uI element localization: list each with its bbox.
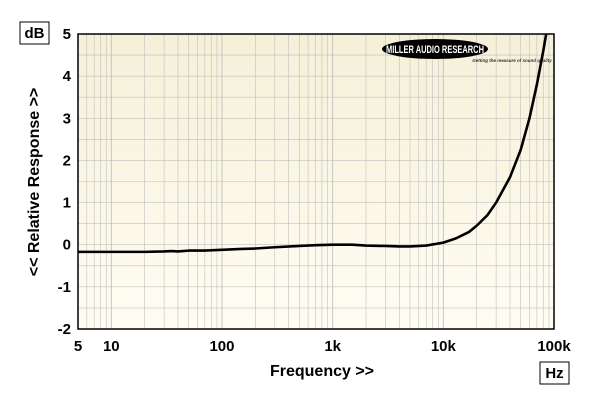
y-unit-label: dB bbox=[25, 25, 45, 42]
y-tick-label: 0 bbox=[63, 237, 71, 254]
x-tick-label: 10k bbox=[431, 338, 457, 355]
y-tick-labels: 5 4 3 2 1 0 -1 -2 bbox=[58, 26, 72, 338]
x-tick-labels: 5 10 100 1k 10k 100k bbox=[74, 338, 572, 355]
y-unit-frame bbox=[19, 21, 50, 45]
x-tick-label: 1k bbox=[324, 338, 341, 355]
x-tick-label: 5 bbox=[74, 338, 82, 355]
x-unit-frame bbox=[539, 361, 570, 385]
y-tick-label: -2 bbox=[58, 321, 71, 338]
y-tick-label: 1 bbox=[63, 195, 71, 212]
grid bbox=[78, 34, 554, 329]
y-tick-label: 5 bbox=[63, 26, 71, 43]
logo-tagline: Getting the measure of sound quality bbox=[472, 58, 552, 63]
y-unit-box: dB bbox=[19, 21, 50, 45]
x-unit-label: Hz bbox=[545, 365, 563, 382]
curves bbox=[78, 34, 548, 254]
response-curve bbox=[78, 34, 548, 254]
plot-frame bbox=[77, 33, 555, 330]
logo-ellipse bbox=[382, 39, 488, 59]
y-axis-title: << Relative Response >> bbox=[26, 88, 43, 277]
y-tick-label: 4 bbox=[63, 68, 72, 85]
y-tick-label: 2 bbox=[63, 152, 71, 169]
y-tick-label: 3 bbox=[63, 110, 71, 127]
x-tick-label: 100k bbox=[537, 338, 571, 355]
x-unit-box: Hz bbox=[539, 361, 570, 385]
x-tick-label: 10 bbox=[103, 338, 120, 355]
miller-audio-research-logo: MILLER AUDIO RESEARCH Getting the measur… bbox=[382, 39, 552, 63]
logo-name: MILLER AUDIO RESEARCH bbox=[386, 44, 484, 56]
x-axis-title: Frequency >> bbox=[270, 363, 374, 380]
x-tick-label: 100 bbox=[209, 338, 234, 355]
y-tick-label: -1 bbox=[58, 279, 71, 296]
